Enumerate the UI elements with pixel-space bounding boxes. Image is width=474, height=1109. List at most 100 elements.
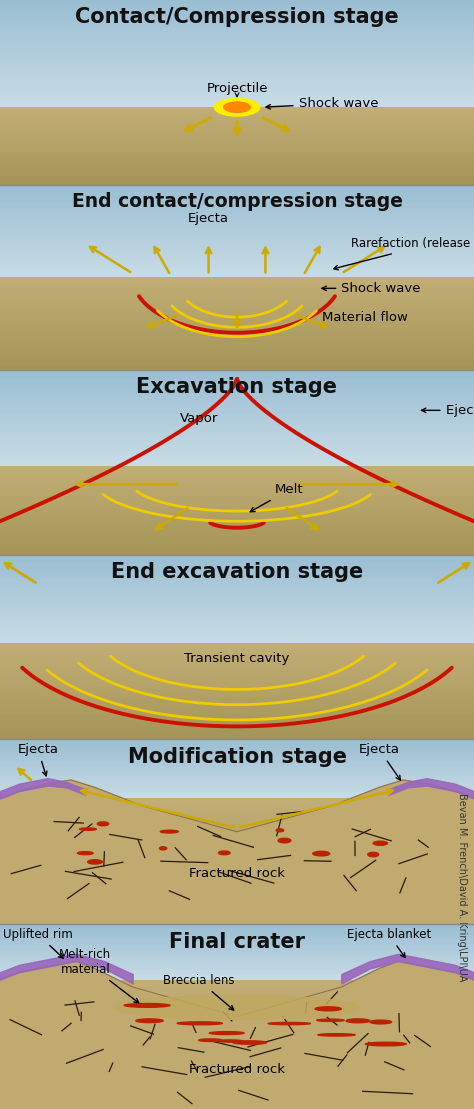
Bar bbox=[0, 639, 474, 641]
Bar bbox=[0, 874, 474, 877]
Bar bbox=[0, 1031, 474, 1035]
Bar bbox=[0, 881, 474, 883]
Bar bbox=[0, 1089, 474, 1092]
Bar bbox=[0, 349, 474, 352]
Bar bbox=[0, 948, 474, 949]
Bar bbox=[0, 266, 474, 268]
Bar bbox=[0, 696, 474, 699]
Bar bbox=[0, 581, 474, 583]
Bar bbox=[0, 867, 474, 871]
Bar bbox=[0, 805, 474, 807]
Bar bbox=[0, 1054, 474, 1057]
Bar bbox=[0, 550, 474, 552]
Bar bbox=[0, 772, 474, 773]
Text: Breccia lens: Breccia lens bbox=[164, 974, 235, 1010]
Bar bbox=[0, 275, 474, 277]
Bar bbox=[0, 144, 474, 146]
Bar bbox=[0, 957, 474, 959]
Bar bbox=[0, 905, 474, 908]
Bar bbox=[0, 950, 474, 952]
Bar bbox=[0, 75, 474, 78]
Bar bbox=[0, 548, 474, 550]
Bar bbox=[0, 943, 474, 944]
Bar bbox=[0, 586, 474, 588]
Bar bbox=[0, 563, 474, 566]
Ellipse shape bbox=[210, 1031, 244, 1035]
Bar bbox=[0, 1070, 474, 1074]
Bar bbox=[0, 641, 474, 643]
Bar bbox=[0, 470, 474, 472]
Bar bbox=[0, 561, 474, 563]
Bar bbox=[0, 959, 474, 960]
Text: Melt-rich
material: Melt-rich material bbox=[59, 948, 139, 1003]
Bar bbox=[0, 27, 474, 30]
Bar bbox=[0, 17, 474, 19]
Bar bbox=[0, 32, 474, 34]
Bar bbox=[0, 795, 474, 797]
Bar bbox=[0, 488, 474, 490]
Bar bbox=[0, 691, 474, 694]
Bar bbox=[0, 1106, 474, 1109]
Ellipse shape bbox=[114, 996, 360, 1019]
Bar bbox=[0, 108, 474, 109]
Bar bbox=[0, 694, 474, 696]
Ellipse shape bbox=[177, 1021, 222, 1025]
Bar bbox=[0, 628, 474, 630]
Bar bbox=[0, 1035, 474, 1038]
Bar bbox=[0, 711, 474, 713]
Bar bbox=[0, 309, 474, 312]
Bar bbox=[0, 603, 474, 606]
Bar bbox=[0, 19, 474, 21]
Bar bbox=[0, 213, 474, 215]
Bar bbox=[0, 665, 474, 668]
Bar bbox=[0, 307, 474, 309]
Bar bbox=[0, 614, 474, 617]
Bar bbox=[0, 935, 474, 937]
Ellipse shape bbox=[97, 822, 109, 826]
Bar bbox=[0, 406, 474, 408]
Bar bbox=[0, 606, 474, 608]
Bar bbox=[0, 989, 474, 993]
Bar bbox=[0, 201, 474, 203]
Ellipse shape bbox=[370, 1020, 392, 1024]
Bar bbox=[0, 199, 474, 201]
Bar bbox=[0, 899, 474, 903]
Bar bbox=[0, 85, 474, 89]
Bar bbox=[0, 360, 474, 363]
Bar bbox=[0, 466, 474, 468]
Bar bbox=[0, 541, 474, 543]
Bar bbox=[0, 282, 474, 284]
Bar bbox=[0, 855, 474, 858]
Text: Fractured rock: Fractured rock bbox=[189, 1062, 285, 1076]
Bar bbox=[0, 404, 474, 406]
Bar bbox=[0, 786, 474, 788]
Bar bbox=[0, 703, 474, 705]
Bar bbox=[0, 597, 474, 599]
Bar bbox=[0, 807, 474, 811]
Bar bbox=[0, 655, 474, 658]
Bar bbox=[0, 146, 474, 147]
Bar bbox=[0, 1102, 474, 1106]
Ellipse shape bbox=[88, 859, 102, 864]
Bar bbox=[0, 771, 474, 772]
Bar bbox=[0, 643, 474, 645]
Bar bbox=[0, 38, 474, 40]
Bar bbox=[0, 324, 474, 326]
Bar bbox=[0, 766, 474, 767]
Bar bbox=[0, 794, 474, 795]
Bar bbox=[0, 653, 474, 655]
Bar bbox=[0, 142, 474, 144]
Bar bbox=[0, 131, 474, 132]
Bar bbox=[0, 134, 474, 136]
Bar bbox=[0, 413, 474, 416]
Bar bbox=[0, 160, 474, 162]
Bar bbox=[0, 968, 474, 970]
Bar bbox=[0, 601, 474, 603]
Bar bbox=[0, 579, 474, 581]
Bar bbox=[0, 749, 474, 750]
Bar bbox=[0, 222, 474, 224]
Bar bbox=[0, 938, 474, 939]
Bar bbox=[0, 827, 474, 830]
Bar bbox=[0, 196, 474, 199]
Bar bbox=[0, 335, 474, 337]
